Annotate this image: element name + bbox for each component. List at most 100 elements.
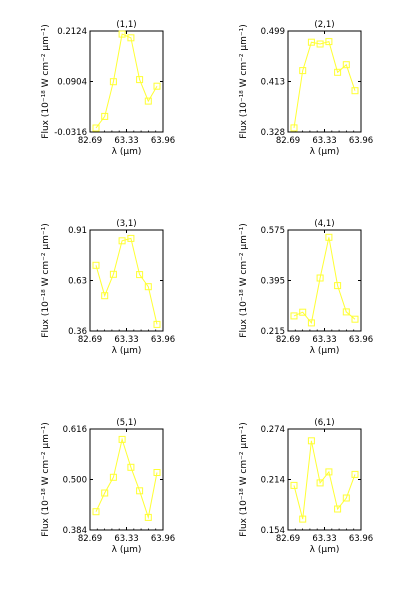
data-point-marker — [334, 505, 342, 513]
y-tick-label: 0.2124 — [57, 27, 87, 37]
chart-panel: (3,1) 82.69 63.33 63.96 λ (μm) 0.91 0.63 0.36 Fl… — [41, 219, 175, 356]
series-line — [293, 440, 356, 520]
y-tick-label: 0.395 — [261, 277, 285, 287]
plot-frame — [89, 428, 164, 531]
chart-title: (2,1) — [314, 20, 334, 30]
data-point-marker — [144, 283, 152, 291]
data-point-marker — [92, 261, 100, 269]
x-tick-label: 63.96 — [349, 136, 373, 146]
chart-panel: (4,1) 82.69 63.33 63.96 λ (μm) 0.575 0.395 0.21… — [239, 219, 373, 356]
x-tick-label: 63.33 — [312, 335, 336, 345]
data-point-marker — [299, 308, 307, 316]
data-point-marker — [127, 234, 135, 242]
x-axis-label: λ (μm) — [112, 346, 142, 356]
data-point-marker — [144, 513, 152, 521]
x-tick-label: 63.33 — [114, 534, 138, 544]
x-tick-label: 82.69 — [276, 136, 300, 146]
data-point-marker — [153, 82, 161, 90]
data-point-marker — [342, 494, 350, 502]
y-tick-label: 0.215 — [261, 327, 285, 337]
data-point-marker — [118, 237, 126, 245]
data-point-marker — [127, 463, 135, 471]
x-tick-label: 63.96 — [151, 335, 175, 345]
y-tick-label: 0.36 — [68, 327, 87, 337]
data-point-marker — [325, 233, 333, 241]
x-tick-label: 63.33 — [114, 136, 138, 146]
x-tick-label: 63.96 — [349, 534, 373, 544]
data-point-marker — [290, 312, 298, 320]
series-line — [293, 237, 356, 325]
series-line — [95, 437, 158, 520]
y-tick-label: 0.154 — [261, 526, 285, 536]
x-tick-label: 82.69 — [78, 534, 102, 544]
y-tick-label: 0.63 — [68, 277, 87, 287]
plot-frame — [89, 229, 164, 332]
y-axis-label: Flux (10⁻¹⁸ W cm⁻² μm⁻¹) — [239, 24, 249, 138]
data-point-marker — [299, 515, 307, 523]
data-point-marker — [351, 315, 359, 323]
y-tick-label: 0.413 — [261, 78, 285, 88]
data-point-marker — [307, 319, 315, 327]
x-tick-label: 63.96 — [151, 534, 175, 544]
data-point-marker — [342, 308, 350, 316]
chart-title: (3,1) — [116, 219, 136, 229]
data-point-marker — [92, 508, 100, 516]
data-point-marker — [118, 435, 126, 443]
y-tick-label: 0.384 — [63, 526, 87, 536]
data-point-marker — [351, 87, 359, 95]
x-axis-label: λ (μm) — [112, 147, 142, 157]
chart-title: (4,1) — [314, 219, 334, 229]
y-tick-label: 0.0904 — [57, 78, 87, 88]
series-line — [95, 237, 158, 325]
data-point-marker — [101, 112, 109, 120]
data-point-marker — [307, 38, 315, 46]
x-tick-label: 63.33 — [312, 136, 336, 146]
data-point-marker — [325, 38, 333, 46]
data-point-marker — [127, 34, 135, 42]
data-point-marker — [101, 489, 109, 497]
y-tick-label: 0.214 — [261, 476, 285, 486]
data-point-marker — [101, 292, 109, 300]
plot-frame — [287, 428, 362, 531]
data-point-marker — [118, 30, 126, 38]
y-tick-label: 0.328 — [261, 128, 285, 138]
y-tick-label: 0.616 — [63, 425, 87, 435]
chart-panel: (1,1) 82.69 63.33 63.96 λ (μm) 0.2124 0.0904 -0… — [41, 20, 175, 157]
x-tick-label: 63.96 — [151, 136, 175, 146]
x-axis-label: λ (μm) — [310, 346, 340, 356]
y-tick-label: 0.575 — [261, 226, 285, 236]
y-tick-label: 0.500 — [63, 476, 87, 486]
y-tick-label: -0.0316 — [54, 128, 87, 138]
data-point-marker — [153, 469, 161, 476]
x-tick-label: 63.33 — [114, 335, 138, 345]
data-point-marker — [153, 320, 161, 328]
y-axis-label: Flux (10⁻¹⁸ W cm⁻² μm⁻¹) — [41, 223, 51, 337]
y-tick-label: 0.91 — [68, 226, 87, 236]
data-point-marker — [316, 274, 324, 282]
x-tick-label: 63.33 — [312, 534, 336, 544]
data-point-marker — [290, 481, 298, 489]
x-axis-label: λ (μm) — [310, 545, 340, 555]
x-tick-label: 82.69 — [78, 335, 102, 345]
chart-title: (5,1) — [116, 418, 136, 428]
y-tick-label: 0.499 — [261, 27, 285, 37]
x-axis-label: λ (μm) — [112, 545, 142, 555]
series-line — [293, 40, 356, 128]
data-point-marker — [316, 479, 324, 487]
data-point-marker — [316, 40, 324, 48]
chart-panel: (6,1) 82.69 63.33 63.96 λ (μm) 0.274 0.214 0.15… — [239, 418, 373, 555]
x-tick-label: 63.96 — [349, 335, 373, 345]
data-point-marker — [290, 124, 298, 132]
data-point-marker — [92, 124, 100, 132]
y-axis-label: Flux (10⁻¹⁸ W cm⁻² μm⁻¹) — [239, 223, 249, 337]
data-point-marker — [351, 470, 359, 478]
chart-title: (1,1) — [116, 20, 136, 30]
data-point-marker — [307, 437, 315, 445]
data-point-marker — [136, 76, 144, 84]
x-axis-label: λ (μm) — [310, 147, 340, 157]
data-point-marker — [109, 78, 117, 86]
data-point-marker — [325, 468, 333, 476]
data-point-marker — [299, 67, 307, 75]
plot-frame — [89, 30, 164, 133]
